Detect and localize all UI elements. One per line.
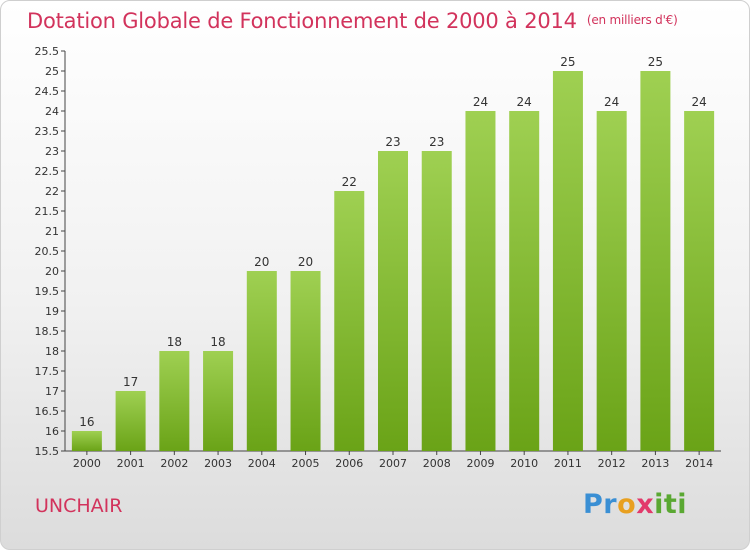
bar-2005 <box>290 271 321 451</box>
logo-letter: o <box>617 489 637 520</box>
bar-2000 <box>71 431 102 451</box>
y-tick-label: 24.5 <box>35 85 60 98</box>
y-tick-label: 23 <box>45 145 59 158</box>
data-label-2013: 25 <box>648 55 663 69</box>
y-tick-label: 24 <box>45 105 59 118</box>
logo-letter: t <box>663 489 678 520</box>
data-label-2006: 22 <box>342 175 357 189</box>
x-tick-label-2006: 2006 <box>335 457 363 470</box>
y-tick-label: 21 <box>45 225 59 238</box>
bar-2013 <box>640 71 671 451</box>
y-tick-label: 22.5 <box>35 165 60 178</box>
y-tick-label: 25.5 <box>35 45 60 58</box>
x-tick-label-2003: 2003 <box>204 457 232 470</box>
x-tick-label-2013: 2013 <box>641 457 669 470</box>
data-label-2011: 25 <box>560 55 575 69</box>
data-label-2003: 18 <box>210 335 225 349</box>
data-label-2010: 24 <box>517 95 532 109</box>
data-label-2001: 17 <box>123 375 138 389</box>
proxiti-logo: Proxiti <box>583 489 687 520</box>
data-label-2008: 23 <box>429 135 444 149</box>
y-tick-label: 20 <box>45 265 59 278</box>
chart-title: Dotation Globale de Fonctionnement de 20… <box>27 9 678 33</box>
x-tick-label-2011: 2011 <box>554 457 582 470</box>
y-tick-label: 21.5 <box>35 205 60 218</box>
data-label-2002: 18 <box>167 335 182 349</box>
bar-2003 <box>203 351 234 451</box>
y-tick-label: 16 <box>45 425 59 438</box>
x-tick-label-2002: 2002 <box>160 457 188 470</box>
y-tick-label: 20.5 <box>35 245 60 258</box>
x-tick-label-2000: 2000 <box>73 457 101 470</box>
x-tick-label-2014: 2014 <box>685 457 713 470</box>
x-tick-label-2009: 2009 <box>466 457 494 470</box>
y-tick-label: 19.5 <box>35 285 60 298</box>
logo-letter: i <box>677 489 688 520</box>
chart-unit-note: (en milliers d'€) <box>586 13 678 27</box>
bar-2014 <box>684 111 715 451</box>
data-label-2004: 20 <box>254 255 269 269</box>
y-tick-label: 23.5 <box>35 125 60 138</box>
bar-2008 <box>421 151 452 451</box>
data-label-2009: 24 <box>473 95 488 109</box>
bar-2011 <box>552 71 583 451</box>
bar-2010 <box>509 111 540 451</box>
y-tick-label: 18 <box>45 345 59 358</box>
bar-2006 <box>334 191 365 451</box>
y-tick-label: 22 <box>45 185 59 198</box>
data-label-2012: 24 <box>604 95 619 109</box>
x-tick-label-2008: 2008 <box>423 457 451 470</box>
y-tick-label: 25 <box>45 65 59 78</box>
bar-2009 <box>465 111 496 451</box>
bar-2004 <box>246 271 277 451</box>
x-tick-label-2010: 2010 <box>510 457 538 470</box>
x-tick-label-2001: 2001 <box>117 457 145 470</box>
x-tick-label-2004: 2004 <box>248 457 276 470</box>
x-tick-label-2007: 2007 <box>379 457 407 470</box>
bar-2001 <box>115 391 146 451</box>
chart-title-text: Dotation Globale de Fonctionnement de 20… <box>27 9 577 33</box>
logo-letter: i <box>654 489 664 520</box>
logo-letter: P <box>583 489 604 520</box>
y-tick-label: 17.5 <box>35 365 60 378</box>
commune-name: UNCHAIR <box>35 495 123 517</box>
bar-2012 <box>596 111 627 451</box>
x-tick-label-2012: 2012 <box>598 457 626 470</box>
x-tick-label-2005: 2005 <box>292 457 320 470</box>
y-tick-label: 18.5 <box>35 325 60 338</box>
bar-2002 <box>159 351 190 451</box>
y-tick-label: 15.5 <box>35 445 60 458</box>
data-label-2005: 20 <box>298 255 313 269</box>
data-label-2014: 24 <box>691 95 706 109</box>
logo-letter: x <box>636 489 655 520</box>
data-label-2000: 16 <box>79 415 94 429</box>
y-tick-label: 16.5 <box>35 405 60 418</box>
y-tick-label: 17 <box>45 385 59 398</box>
data-label-2007: 23 <box>385 135 400 149</box>
bar-2007 <box>378 151 408 451</box>
y-tick-label: 19 <box>45 305 59 318</box>
logo-letter: r <box>603 489 618 520</box>
